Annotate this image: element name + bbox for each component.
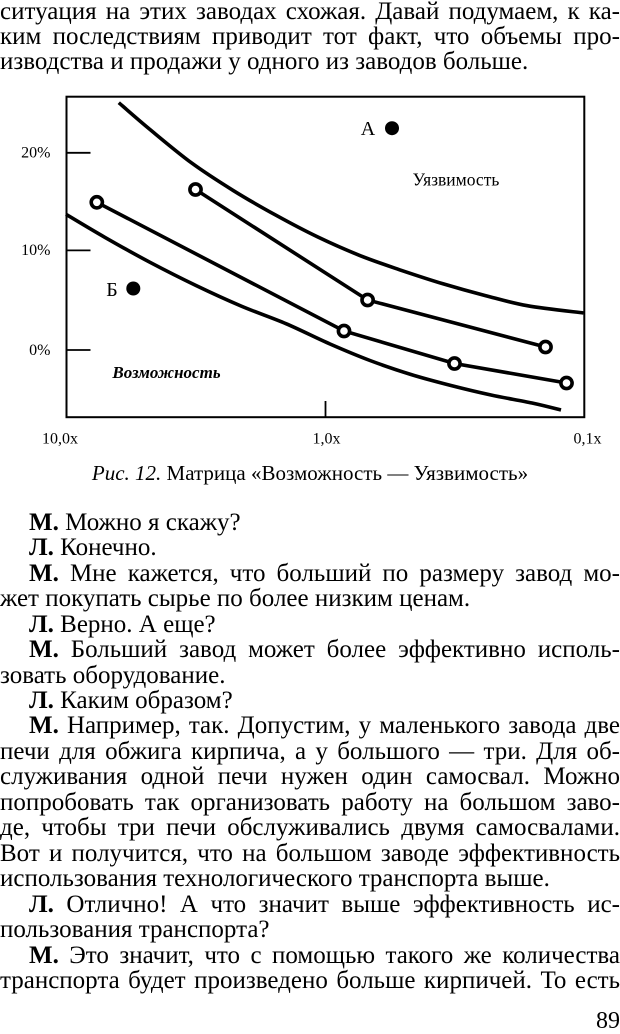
svg-text:0%: 0% <box>29 342 50 359</box>
svg-text:20%: 20% <box>21 145 50 162</box>
svg-text:10%: 10% <box>21 242 50 259</box>
svg-text:0,1x: 0,1x <box>574 431 602 448</box>
svg-text:10,0x: 10,0x <box>42 431 78 448</box>
svg-text:1,0x: 1,0x <box>313 431 341 448</box>
svg-text:Б: Б <box>106 279 117 301</box>
svg-text:Уязвимость: Уязвимость <box>413 170 500 190</box>
svg-text:А: А <box>361 118 376 140</box>
svg-text:Возможность: Возможность <box>111 363 220 382</box>
